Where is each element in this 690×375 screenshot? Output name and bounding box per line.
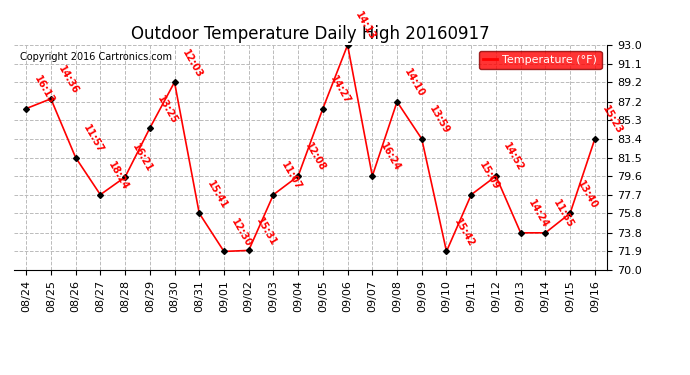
- Text: 14:36: 14:36: [57, 64, 81, 96]
- Text: 15:09: 15:09: [477, 160, 501, 192]
- Text: 11:07: 11:07: [279, 160, 303, 192]
- Text: 14:27: 14:27: [328, 74, 353, 106]
- Text: 13:25: 13:25: [155, 93, 179, 125]
- Text: 13:40: 13:40: [575, 178, 600, 210]
- Text: Copyright 2016 Cartronics.com: Copyright 2016 Cartronics.com: [20, 52, 172, 62]
- Text: 13:59: 13:59: [427, 104, 451, 136]
- Text: 14:13: 14:13: [353, 10, 377, 42]
- Text: 12:08: 12:08: [304, 141, 328, 173]
- Text: 14:24: 14:24: [526, 198, 551, 230]
- Text: 15:42: 15:42: [452, 217, 476, 249]
- Text: 11:55: 11:55: [551, 198, 575, 230]
- Text: 16:24: 16:24: [378, 141, 402, 173]
- Text: 12:03: 12:03: [180, 48, 204, 80]
- Text: 15:31: 15:31: [254, 216, 278, 248]
- Text: 11:57: 11:57: [81, 123, 106, 155]
- Text: 16:21: 16:21: [130, 142, 155, 174]
- Legend: Temperature (°F): Temperature (°F): [479, 51, 602, 69]
- Text: 14:10: 14:10: [402, 67, 426, 99]
- Text: 12:30: 12:30: [230, 217, 254, 249]
- Text: 14:52: 14:52: [502, 141, 526, 173]
- Title: Outdoor Temperature Daily High 20160917: Outdoor Temperature Daily High 20160917: [131, 26, 490, 44]
- Text: 16:13: 16:13: [32, 74, 56, 106]
- Text: 15:41: 15:41: [205, 178, 229, 210]
- Text: 15:23: 15:23: [600, 104, 624, 136]
- Text: 18:24: 18:24: [106, 160, 130, 192]
